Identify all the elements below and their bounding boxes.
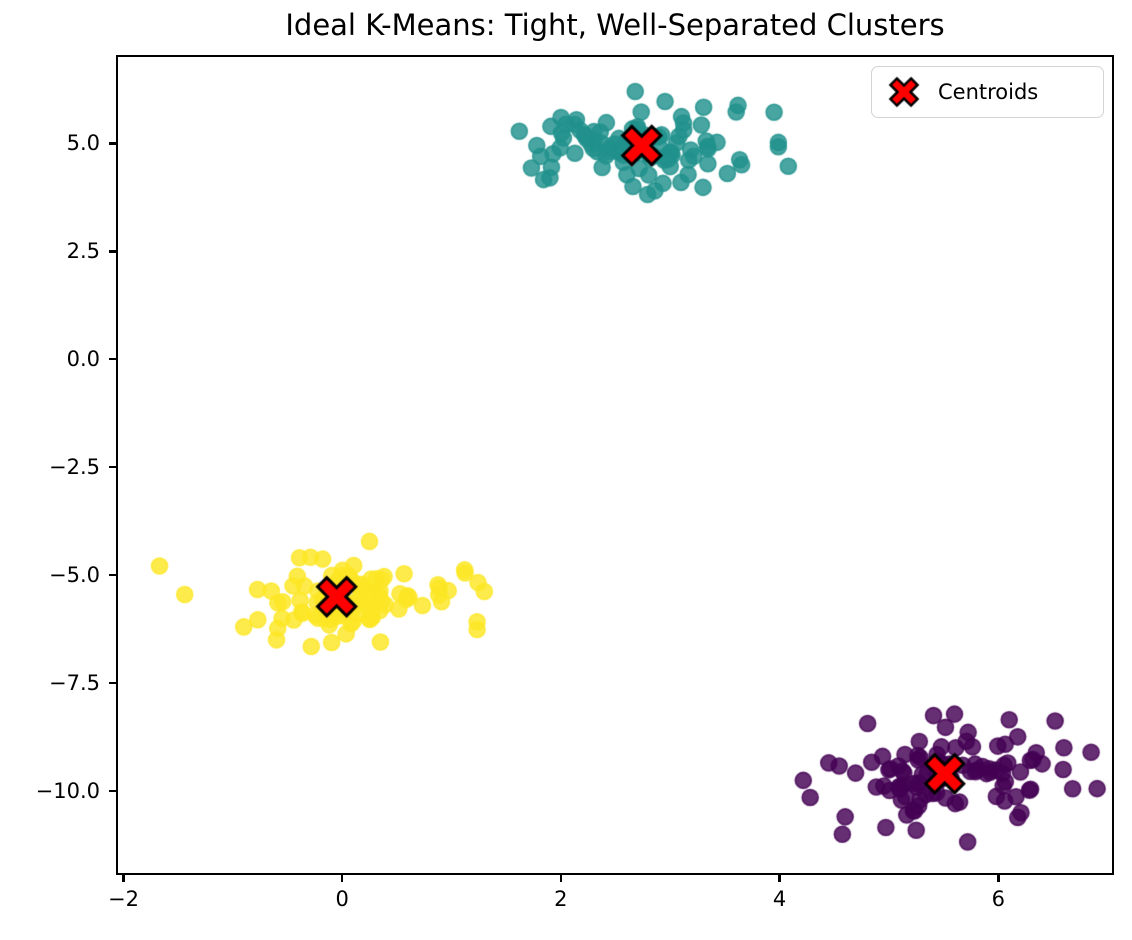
y-tick-label: −7.5 (49, 671, 100, 696)
y-tick-mark (109, 789, 116, 793)
x-tick-mark (559, 875, 563, 882)
plot-area: Centroids (116, 55, 1114, 875)
y-tick-label: 5.0 (66, 131, 100, 156)
y-tick-mark (109, 357, 116, 361)
y-tick-mark (109, 142, 116, 145)
y-tick-mark (109, 573, 116, 577)
centroid-marker-icon (886, 75, 922, 109)
y-tick-label: 2.5 (66, 239, 100, 264)
y-tick-label: −10.0 (35, 778, 100, 803)
y-tick-mark (109, 681, 116, 685)
y-tick-label: −2.5 (49, 455, 100, 480)
y-tick-label: 0.0 (66, 347, 100, 372)
x-tick-mark (340, 875, 344, 882)
y-tick-mark (109, 465, 116, 469)
legend: Centroids (871, 66, 1104, 118)
y-tick-label: −5.0 (49, 563, 100, 588)
chart-title: Ideal K-Means: Tight, Well-Separated Clu… (285, 8, 945, 42)
x-tick-mark (122, 875, 125, 882)
x-tick-label: 2 (554, 887, 568, 911)
x-tick-label: 6 (991, 887, 1005, 911)
x-tick-mark (778, 875, 781, 882)
x-tick-label: −2 (107, 887, 139, 911)
scatter-canvas (118, 57, 1112, 873)
x-tick-label: 0 (335, 887, 349, 911)
legend-label: Centroids (938, 80, 1039, 104)
x-tick-mark (997, 875, 1000, 882)
x-tick-label: 4 (772, 887, 787, 911)
y-tick-mark (109, 250, 116, 253)
